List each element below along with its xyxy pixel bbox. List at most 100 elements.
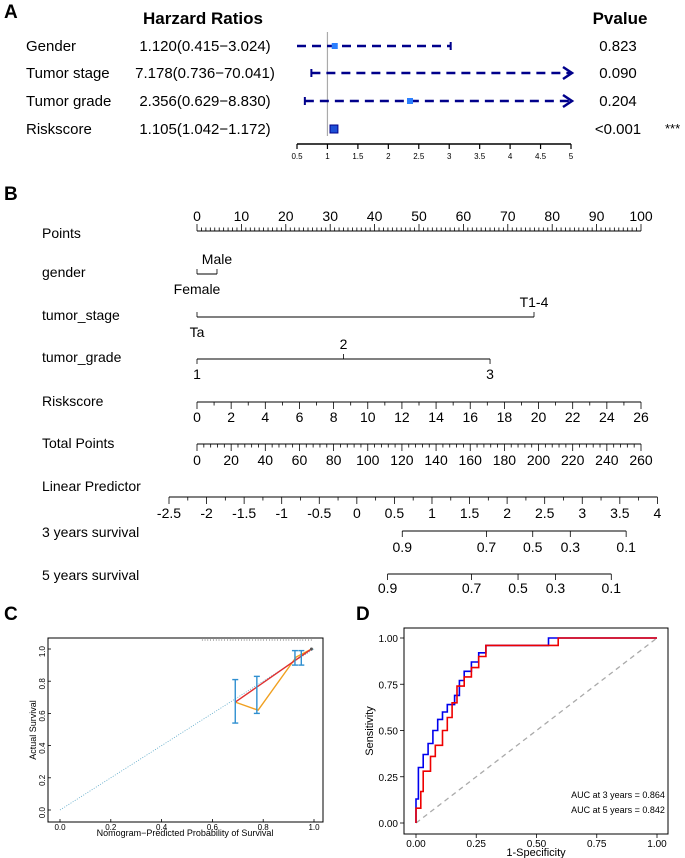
- tick-label: 140: [424, 452, 448, 468]
- tick-label: 0.9: [393, 539, 413, 555]
- level-label: 1: [193, 366, 201, 382]
- tick-label: 3.5: [610, 505, 630, 521]
- tick-label: -2.5: [157, 505, 181, 521]
- tick-label: 260: [629, 452, 653, 468]
- pvalue-header: Pvalue: [593, 9, 648, 28]
- x-axis-label: 1-Specificity: [506, 847, 566, 858]
- x-tick-label: 5: [569, 152, 574, 161]
- y-tick-label: 0.6: [38, 710, 47, 722]
- x-tick-label: 0.50: [527, 839, 547, 850]
- tick-label: 24: [599, 409, 615, 425]
- x-tick-label: 0.25: [467, 839, 487, 850]
- y-axis-label: Actual Survival: [28, 700, 38, 760]
- tick-label: 18: [497, 409, 513, 425]
- tick-label: 0.7: [462, 580, 482, 596]
- y-tick-label: 0.4: [38, 742, 47, 754]
- y-tick-label: 0.50: [379, 727, 399, 738]
- tick-label: 8: [330, 409, 338, 425]
- y-axis-label: Sensitivity: [364, 706, 376, 756]
- tick-label: 0.5: [508, 580, 528, 596]
- tick-label: 20: [278, 208, 294, 224]
- tick-label: 100: [629, 208, 653, 224]
- plot-frame: [403, 627, 669, 835]
- reference-diagonal: [415, 637, 658, 824]
- tick-label: 0: [193, 208, 201, 224]
- x-tick-label: 4: [508, 152, 513, 161]
- pvalue: <0.001: [595, 121, 641, 138]
- pvalue: 0.823: [599, 38, 637, 55]
- tick-label: 2: [503, 505, 511, 521]
- x-tick-label: 0.2: [105, 823, 117, 832]
- hr-point: [407, 98, 414, 104]
- tick-label: 12: [394, 409, 410, 425]
- row-label: Tumor grade: [26, 93, 111, 110]
- tick-label: -1: [275, 505, 288, 521]
- tick-label: 180: [493, 452, 517, 468]
- ci-arrow: [562, 93, 575, 109]
- tick-label: -2: [200, 505, 213, 521]
- x-tick-label: 0.00: [406, 839, 426, 850]
- tick-label: 0.7: [477, 539, 497, 555]
- tick-label: 26: [633, 409, 649, 425]
- row-label-5yr-survival: 5 years survival: [42, 567, 139, 583]
- y-tick-label: 0.75: [379, 680, 399, 691]
- y-tick-label: 0.0: [38, 806, 47, 818]
- x-tick-label: 1: [325, 152, 330, 161]
- row-label: Riskscore: [26, 121, 92, 138]
- roc-5yr-line: [415, 637, 657, 823]
- panel-letter-a: A: [4, 2, 18, 23]
- row-label-tumor-grade: tumor_grade: [42, 349, 122, 365]
- x-tick-label: 0.8: [258, 823, 270, 832]
- x-tick-label: 0.4: [156, 823, 168, 832]
- level-label: Male: [202, 251, 233, 267]
- tick-label: 60: [456, 208, 472, 224]
- bias-corrected-line: [234, 648, 312, 703]
- ci-box: [329, 124, 339, 134]
- legend-5yr: AUC at 5 years = 0.842: [571, 805, 665, 815]
- y-tick-label: 0.2: [38, 774, 47, 786]
- x-tick-label: 3: [447, 152, 452, 161]
- x-tick-label: 2.5: [413, 152, 425, 161]
- tick-label: 2.5: [535, 505, 555, 521]
- tick-label: -1.5: [232, 505, 256, 521]
- tick-label: 4: [261, 409, 269, 425]
- x-tick-label: 4.5: [535, 152, 547, 161]
- tick-label: 0: [193, 452, 201, 468]
- row-label-tumor-stage: tumor_stage: [42, 307, 120, 323]
- endpoint-marker: [309, 647, 313, 651]
- legend-3yr: AUC at 3 years = 0.864: [571, 790, 665, 800]
- tick-label: 100: [356, 452, 380, 468]
- tick-label: 40: [367, 208, 383, 224]
- tick-label: 0.3: [546, 580, 566, 596]
- ci-arrow: [562, 65, 575, 81]
- tick-label: 0: [353, 505, 361, 521]
- y-tick-label: 1.00: [379, 634, 399, 645]
- x-tick-label: 0.0: [54, 823, 66, 832]
- tick-label: 0.1: [602, 580, 622, 596]
- tick-label: 16: [462, 409, 478, 425]
- tick-label: 10: [360, 409, 376, 425]
- level-label: 3: [486, 366, 494, 382]
- tick-label: 30: [322, 208, 338, 224]
- x-tick-label: 2: [386, 152, 391, 161]
- tick-label: 10: [234, 208, 250, 224]
- panel-letter-d: D: [356, 604, 370, 625]
- tick-label: 240: [595, 452, 619, 468]
- tick-label: 14: [428, 409, 444, 425]
- roc-3yr-line: [415, 637, 657, 823]
- forest-title: Harzard Ratios: [143, 9, 263, 28]
- tick-label: 0.5: [523, 539, 543, 555]
- y-tick-label: 1.0: [38, 645, 47, 657]
- tick-label: 20: [223, 452, 239, 468]
- hr-text: 7.178(0.736−70.041): [135, 65, 275, 82]
- x-tick-label: 1.5: [352, 152, 364, 161]
- level-label: Ta: [190, 324, 205, 340]
- roc-plot: AUC at 3 years = 0.864 AUC at 5 years = 0…: [364, 627, 669, 858]
- ideal-line: [59, 648, 315, 811]
- level-label: Female: [174, 281, 221, 297]
- tick-label: 50: [411, 208, 427, 224]
- row-label-3yr-survival: 3 years survival: [42, 524, 139, 540]
- row-label: Gender: [26, 38, 76, 55]
